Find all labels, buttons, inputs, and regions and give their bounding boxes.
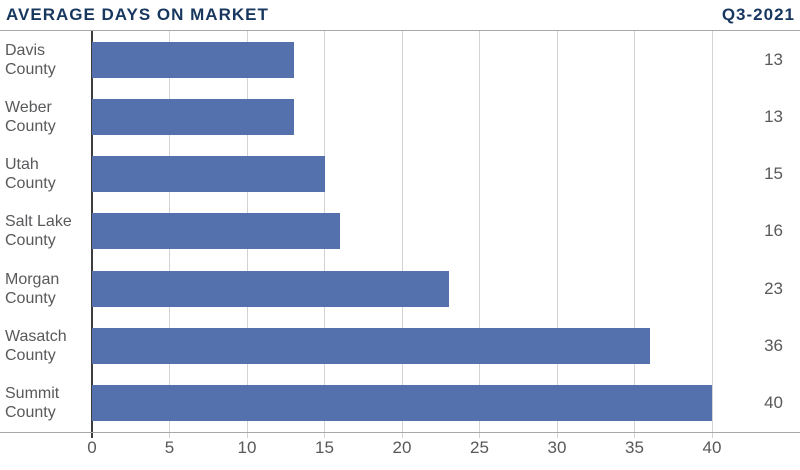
value-label: 15 bbox=[764, 164, 783, 184]
x-tick-label: 30 bbox=[547, 438, 567, 457]
bar bbox=[92, 270, 449, 307]
chart-period-label: Q3-2021 bbox=[721, 5, 795, 24]
gridline bbox=[401, 31, 403, 438]
x-tick-label: 10 bbox=[237, 438, 257, 457]
category-label: Morgan County bbox=[5, 270, 60, 307]
x-axis-line bbox=[0, 432, 800, 433]
bar bbox=[92, 328, 650, 365]
plot-area: Davis County 13 Weber County 13 Utah County 1… bbox=[0, 31, 800, 438]
gridline bbox=[711, 31, 713, 438]
header-divider-line bbox=[0, 30, 800, 31]
chart-title: AVERAGE DAYS ON MARKET bbox=[6, 5, 269, 24]
bar bbox=[92, 156, 325, 193]
value-label: 40 bbox=[764, 393, 783, 413]
chart-row: Summit County 40 bbox=[0, 375, 800, 432]
x-tick-label: 15 bbox=[315, 438, 334, 457]
value-label: 13 bbox=[764, 106, 783, 126]
chart-row: Davis County 13 bbox=[0, 31, 800, 88]
gridline bbox=[479, 31, 480, 438]
x-tick-label: 0 bbox=[87, 438, 97, 457]
chart-header: AVERAGE DAYS ON MARKET Q3-2021 bbox=[0, 0, 800, 30]
bar bbox=[92, 385, 712, 422]
x-tick-label: 40 bbox=[702, 438, 722, 457]
chart-row: Morgan County 23 bbox=[0, 260, 800, 317]
x-tick-label: 5 bbox=[164, 438, 175, 457]
chart-row: Weber County 13 bbox=[0, 88, 800, 145]
chart-row: Utah County 15 bbox=[0, 146, 800, 203]
x-tick-label: 35 bbox=[625, 438, 644, 457]
x-tick-label: 25 bbox=[470, 438, 489, 457]
bar bbox=[92, 213, 340, 250]
category-label: Weber County bbox=[5, 98, 56, 135]
bar bbox=[92, 41, 294, 78]
value-label: 16 bbox=[764, 221, 783, 241]
value-label: 23 bbox=[764, 278, 783, 298]
value-label: 13 bbox=[764, 49, 783, 69]
value-label: 36 bbox=[764, 336, 783, 356]
category-label: Utah County bbox=[5, 156, 56, 193]
gridline bbox=[634, 31, 635, 438]
chart-row: Wasatch County 36 bbox=[0, 317, 800, 374]
category-label: Summit County bbox=[5, 385, 60, 422]
category-label: Davis County bbox=[5, 41, 56, 78]
x-tick-label: 20 bbox=[392, 438, 412, 457]
chart-row: Salt Lake County 16 bbox=[0, 203, 800, 260]
gridline bbox=[556, 31, 558, 438]
bar bbox=[92, 98, 294, 135]
category-label: Wasatch County bbox=[5, 328, 67, 365]
category-label: Salt Lake County bbox=[5, 213, 72, 250]
